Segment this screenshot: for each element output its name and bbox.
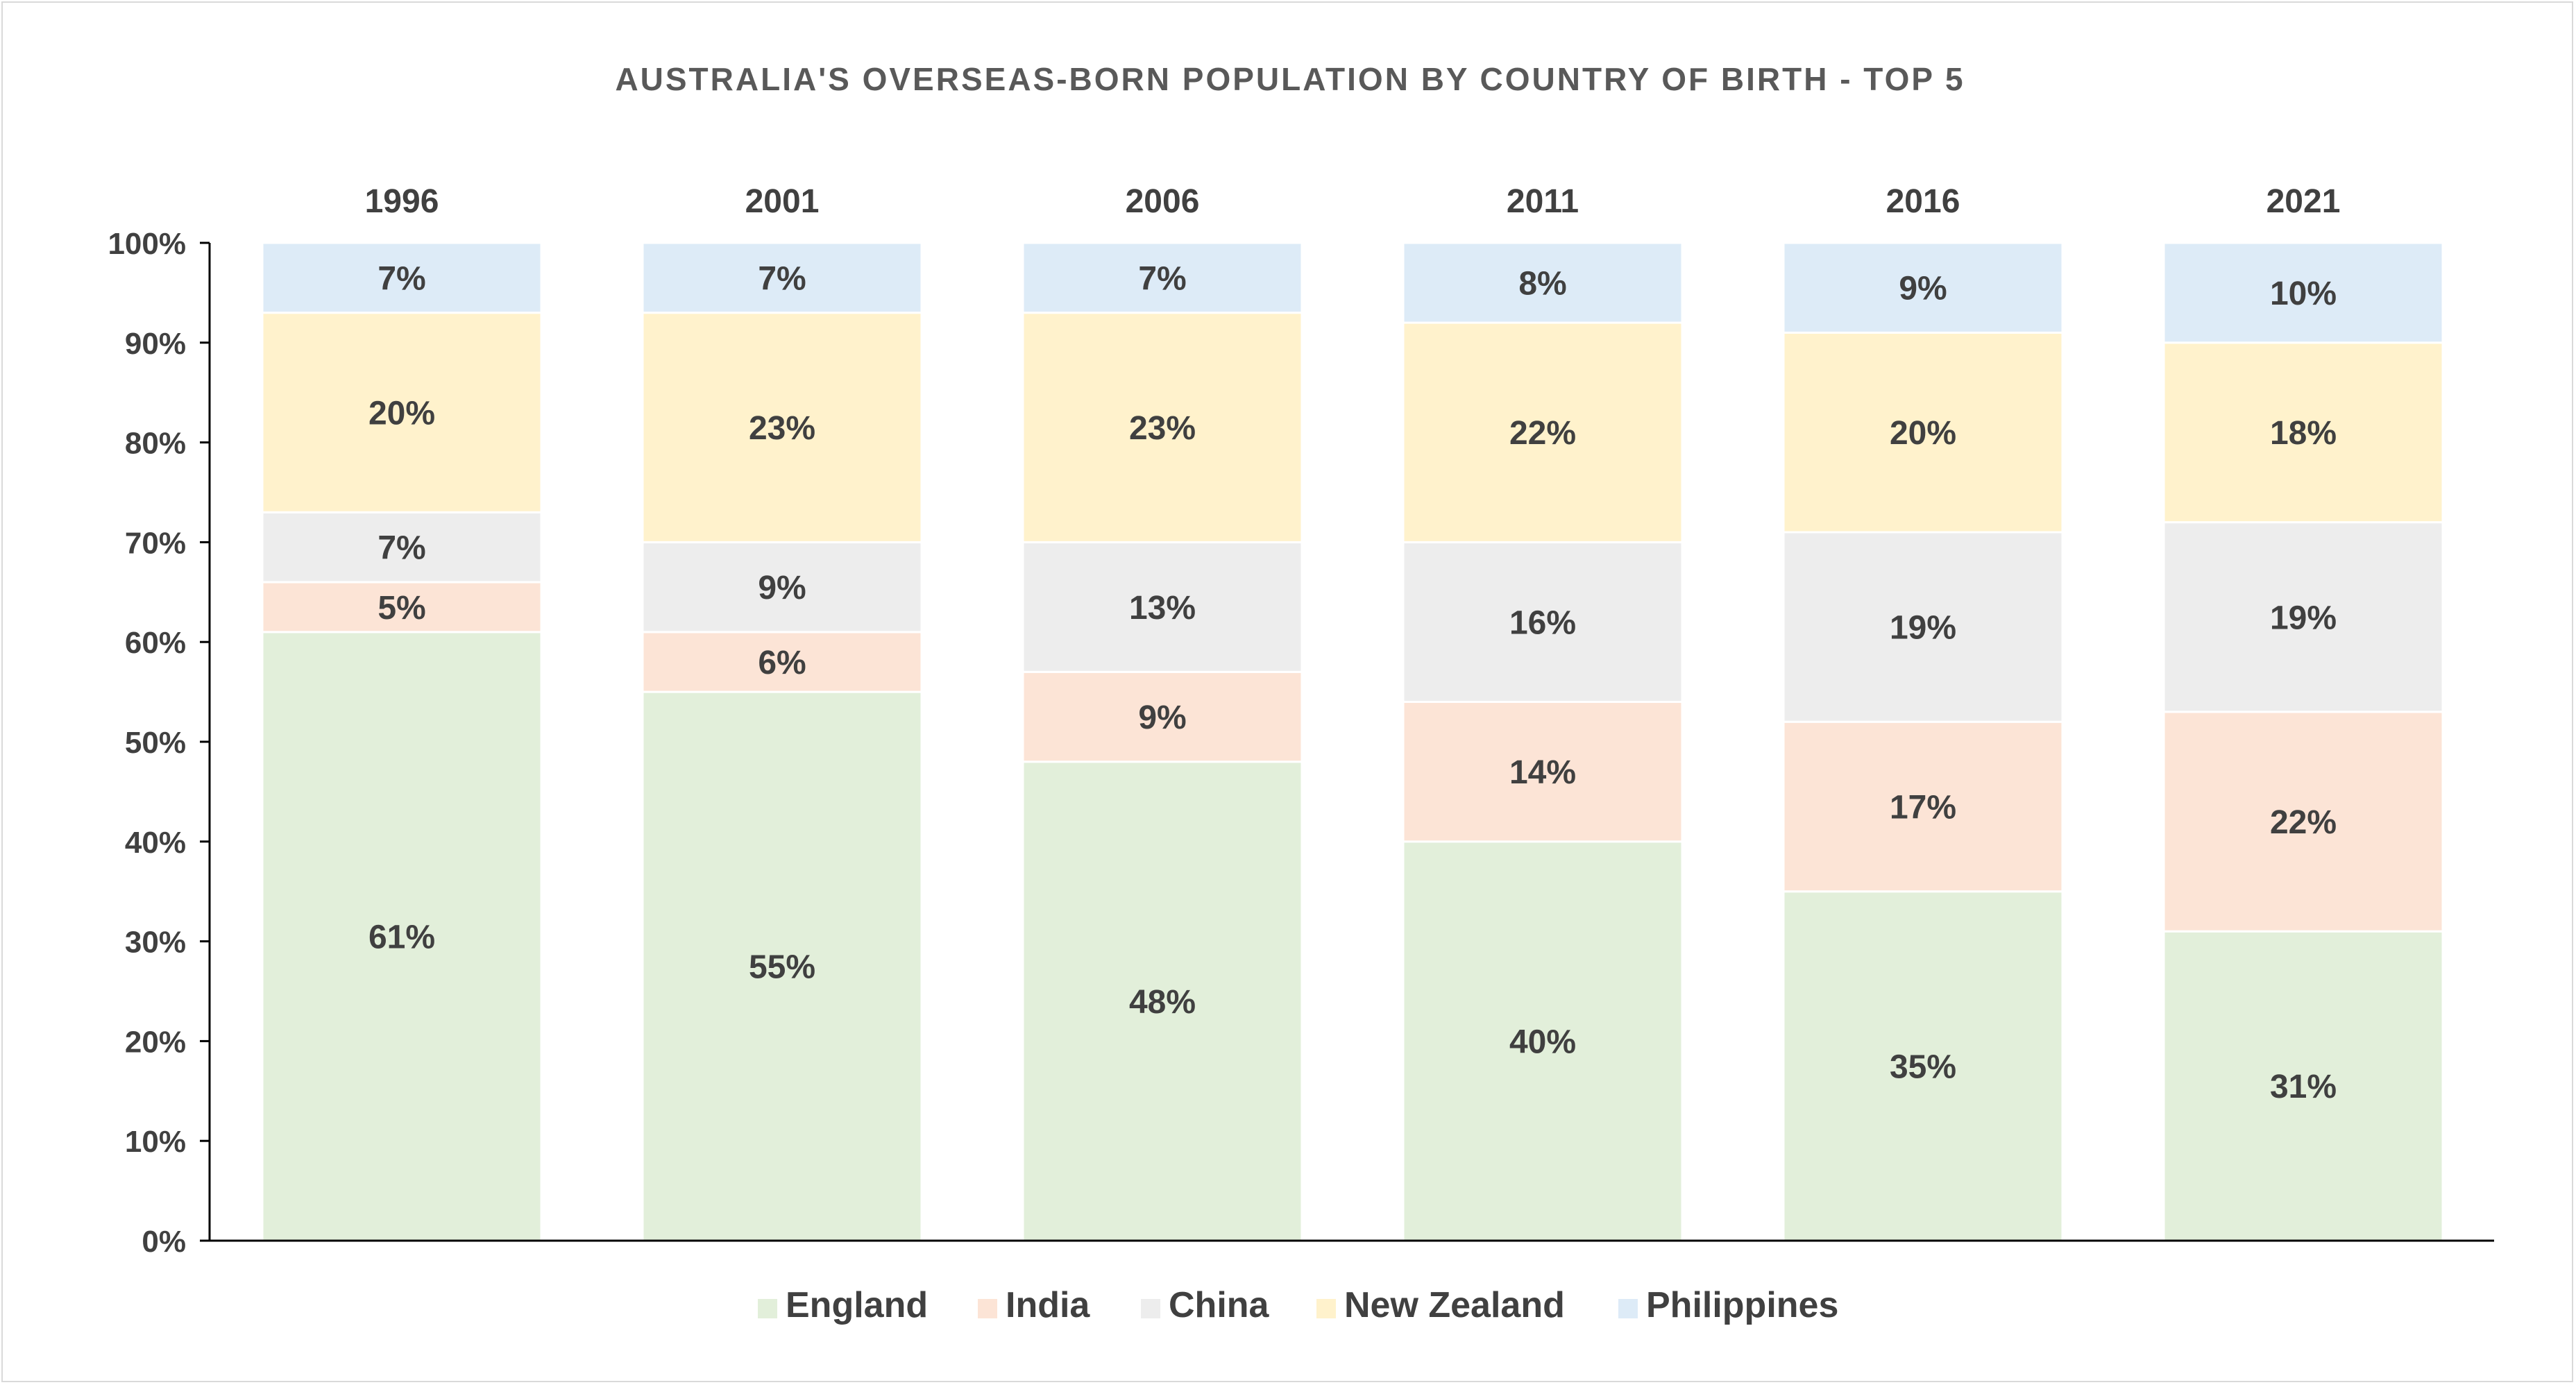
legend-swatch-china [1141,1299,1160,1318]
data-label: 9% [1138,699,1186,736]
legend-swatch-philippines [1618,1299,1638,1318]
bar-segment-india-2021 [2162,711,2444,933]
bar-segment-philippines-2016 [1782,241,2064,334]
legend-label-new-zealand: New Zealand [1344,1285,1565,1325]
bar-segment-philippines-2021 [2162,241,2444,344]
legend-label-india: India [1006,1285,1090,1325]
y-tick-label: 90% [125,327,186,361]
bar-segment-england-2011 [1402,840,1684,1242]
legend-label-philippines: Philippines [1646,1285,1838,1325]
category-label-2006: 2006 [1126,183,1200,220]
data-label: 16% [1509,604,1576,641]
stacked-bar-chart: AUSTRALIA'S OVERSEAS-BORN POPULATION BY … [108,61,2494,1325]
data-label: 55% [749,949,815,986]
bar-segment-china-2011 [1402,541,1684,703]
data-label: 10% [2270,275,2337,312]
bar-segment-england-2001 [641,690,923,1242]
bar-segment-new-zealand-2021 [2162,341,2444,524]
data-label: 13% [1129,590,1196,627]
y-tick-label: 10% [125,1125,186,1159]
data-label: 22% [2270,804,2337,841]
data-label: 9% [1899,271,1947,307]
bar-segment-india-2011 [1402,700,1684,843]
bar-segment-china-2001 [641,541,923,634]
y-tick-label: 30% [125,926,186,960]
bar-segment-philippines-2006 [1022,241,1303,314]
data-label: 6% [758,645,806,681]
bar-segment-england-1996 [261,631,543,1242]
bar-segment-philippines-2001 [641,241,923,314]
data-label: 19% [2270,600,2337,636]
bar-segment-philippines-2011 [1402,241,1684,324]
legend-label-england: England [786,1285,928,1325]
category-label-2016: 2016 [1886,183,1960,220]
legend-swatch-new-zealand [1316,1299,1336,1318]
data-label: 40% [1509,1023,1576,1060]
bar-segment-china-2016 [1782,531,2064,723]
y-tick-label: 80% [125,427,186,461]
bar-segment-new-zealand-1996 [261,312,543,513]
category-label-2021: 2021 [2266,183,2341,220]
legend-swatch-india [978,1299,997,1318]
bar-segment-india-1996 [261,581,543,634]
y-tick-label: 60% [125,626,186,660]
category-label-2001: 2001 [745,183,820,220]
data-label: 31% [2270,1069,2337,1105]
bar-segment-england-2006 [1022,761,1303,1242]
data-label: 20% [1890,415,1956,452]
legend-swatch-england [758,1299,777,1318]
bar-segment-england-2021 [2162,930,2444,1242]
y-tick-label: 70% [125,526,186,560]
data-label: 48% [1129,984,1196,1021]
data-label: 7% [378,260,425,297]
legend-label-china: China [1169,1285,1270,1325]
data-label: 61% [368,919,435,955]
data-label: 20% [368,395,435,432]
category-label-1996: 1996 [365,183,439,220]
y-tick-label: 20% [125,1025,186,1059]
category-label-2011: 2011 [1507,183,1579,220]
y-tick-label: 0% [142,1225,186,1259]
data-label: 14% [1509,754,1576,791]
data-label: 8% [1518,266,1566,303]
data-label: 35% [1890,1048,1956,1085]
data-label: 7% [1138,260,1186,297]
data-label: 18% [2270,415,2337,452]
bar-segment-india-2001 [641,631,923,693]
data-label: 19% [1890,610,1956,647]
bar-segment-india-2006 [1022,670,1303,763]
data-label: 5% [378,590,425,627]
data-label: 9% [758,570,806,606]
y-tick-label: 40% [125,826,186,860]
data-label: 22% [1509,415,1576,452]
data-label: 23% [749,410,815,447]
data-label: 7% [378,530,425,567]
bar-segment-philippines-1996 [261,241,543,314]
y-tick-label: 100% [108,227,186,261]
bar-segment-new-zealand-2001 [641,312,923,543]
bar-segment-england-2016 [1782,890,2064,1242]
chart-title: AUSTRALIA'S OVERSEAS-BORN POPULATION BY … [615,61,1965,97]
bar-segment-new-zealand-2011 [1402,321,1684,543]
data-label: 17% [1890,789,1956,826]
bar-segment-china-2006 [1022,541,1303,673]
y-tick-label: 50% [125,726,186,760]
bar-segment-new-zealand-2016 [1782,331,2064,534]
data-label: 23% [1129,410,1196,447]
bar-segment-china-2021 [2162,521,2444,713]
data-label: 7% [758,260,806,297]
